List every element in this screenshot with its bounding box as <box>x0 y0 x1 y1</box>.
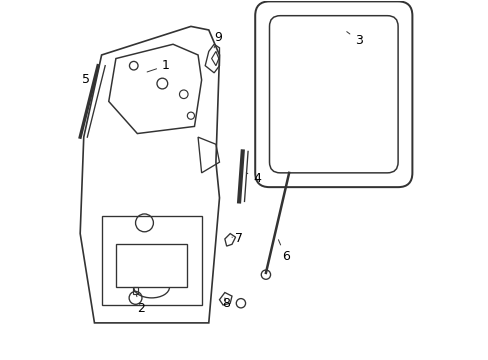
Text: 8: 8 <box>222 297 229 310</box>
Text: 2: 2 <box>136 295 144 315</box>
Text: 4: 4 <box>246 172 261 185</box>
Text: 1: 1 <box>147 59 169 72</box>
Text: 6: 6 <box>278 240 289 263</box>
Text: 7: 7 <box>231 233 243 246</box>
Text: 3: 3 <box>346 32 362 47</box>
Text: 9: 9 <box>213 31 221 48</box>
Text: 5: 5 <box>81 73 93 87</box>
